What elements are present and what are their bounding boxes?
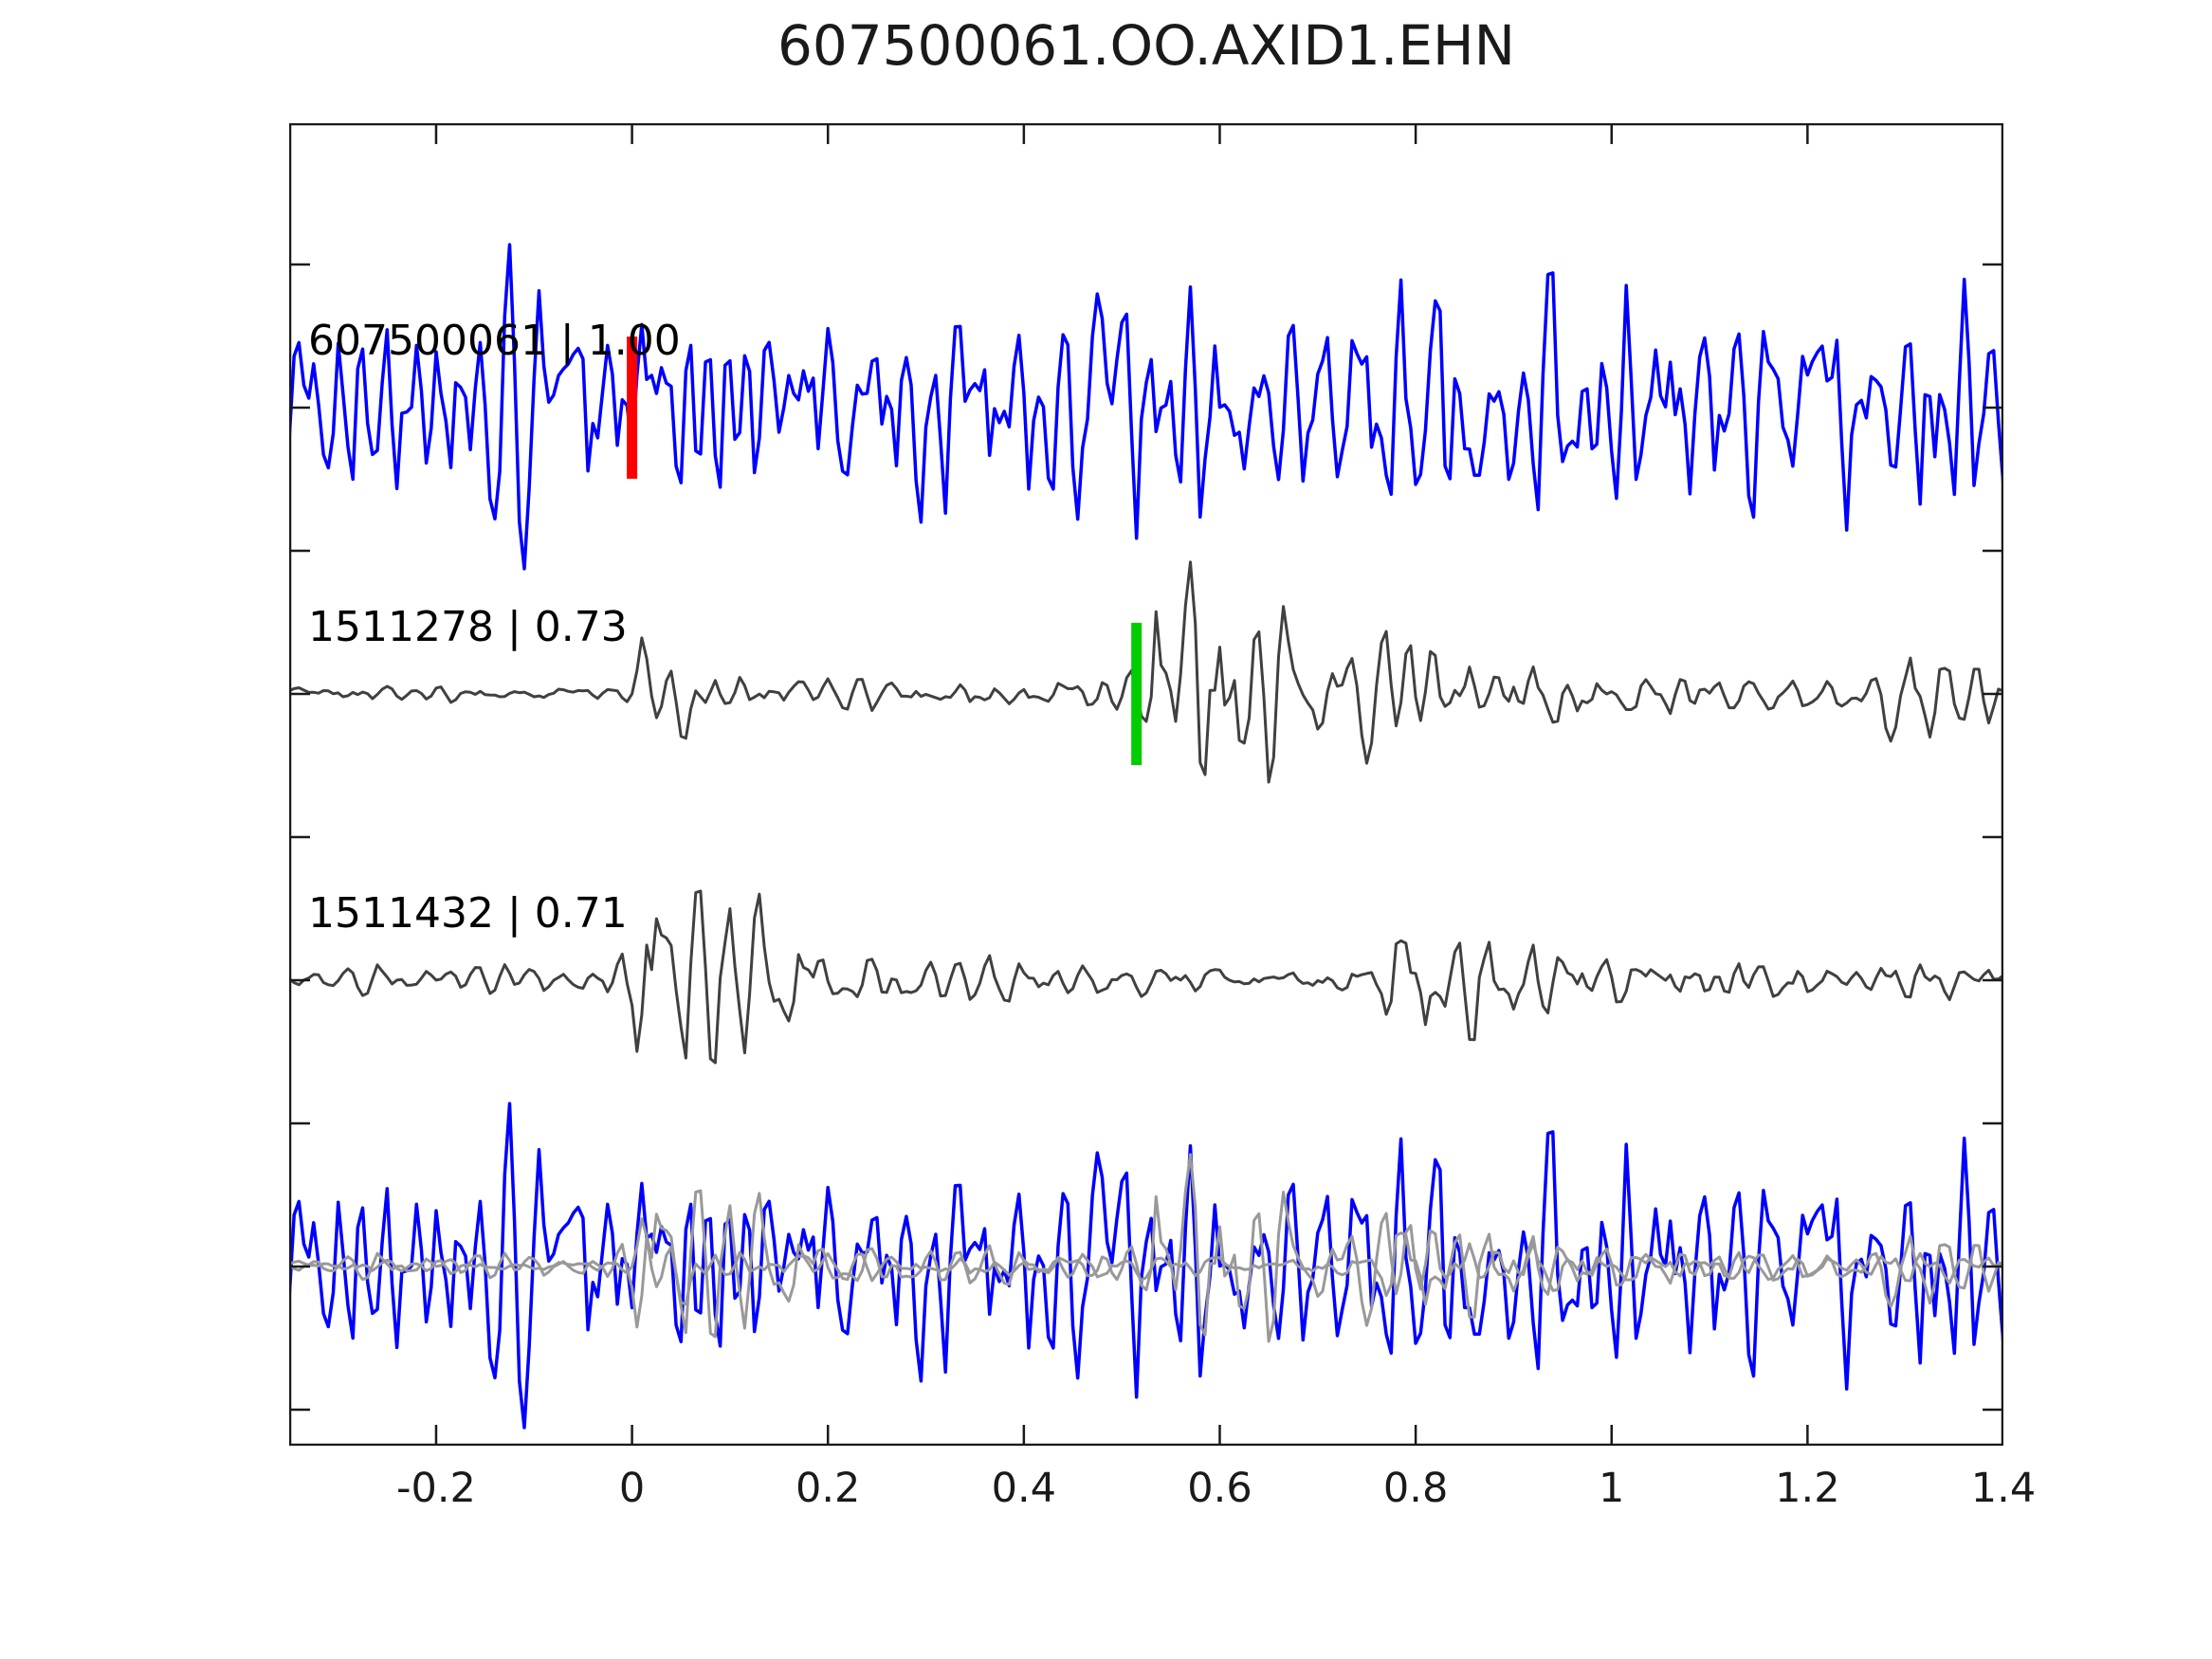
x-tick-label: -0.2 (396, 1465, 476, 1512)
chart-title: 607500061.OO.AXID1.EHN (777, 13, 1516, 78)
x-tick-label: 0.4 (991, 1465, 1057, 1512)
trace-label-1511278: 1511278 | 0.73 (308, 603, 628, 651)
x-tick-label: 1 (1599, 1465, 1625, 1512)
waveform-plot (289, 123, 2003, 1446)
x-tick-label: 0.6 (1187, 1465, 1252, 1512)
x-tick-label: 1.4 (1970, 1465, 2037, 1512)
trace-label-607500061: 607500061 | 1.00 (308, 317, 681, 365)
waveform-trace-1511432 (289, 889, 2003, 1065)
overlay-waveform-607500061 (289, 1102, 2003, 1430)
x-tick-label: 0.2 (795, 1465, 861, 1512)
waveform-trace-607500061 (289, 243, 2003, 571)
overlay-waveform-1511278 (289, 1153, 2003, 1343)
x-tick-label: 0.8 (1382, 1465, 1449, 1512)
x-tick-label: 1.2 (1775, 1465, 1840, 1512)
x-tick-label: 0 (618, 1465, 646, 1512)
waveform-trace-1511278 (289, 560, 2003, 784)
trace-label-1511432: 1511432 | 0.71 (308, 889, 628, 938)
plot-border (289, 123, 2003, 1446)
waveforms-group (289, 243, 2003, 1430)
overlay-waveform-1511432 (289, 1189, 2003, 1339)
